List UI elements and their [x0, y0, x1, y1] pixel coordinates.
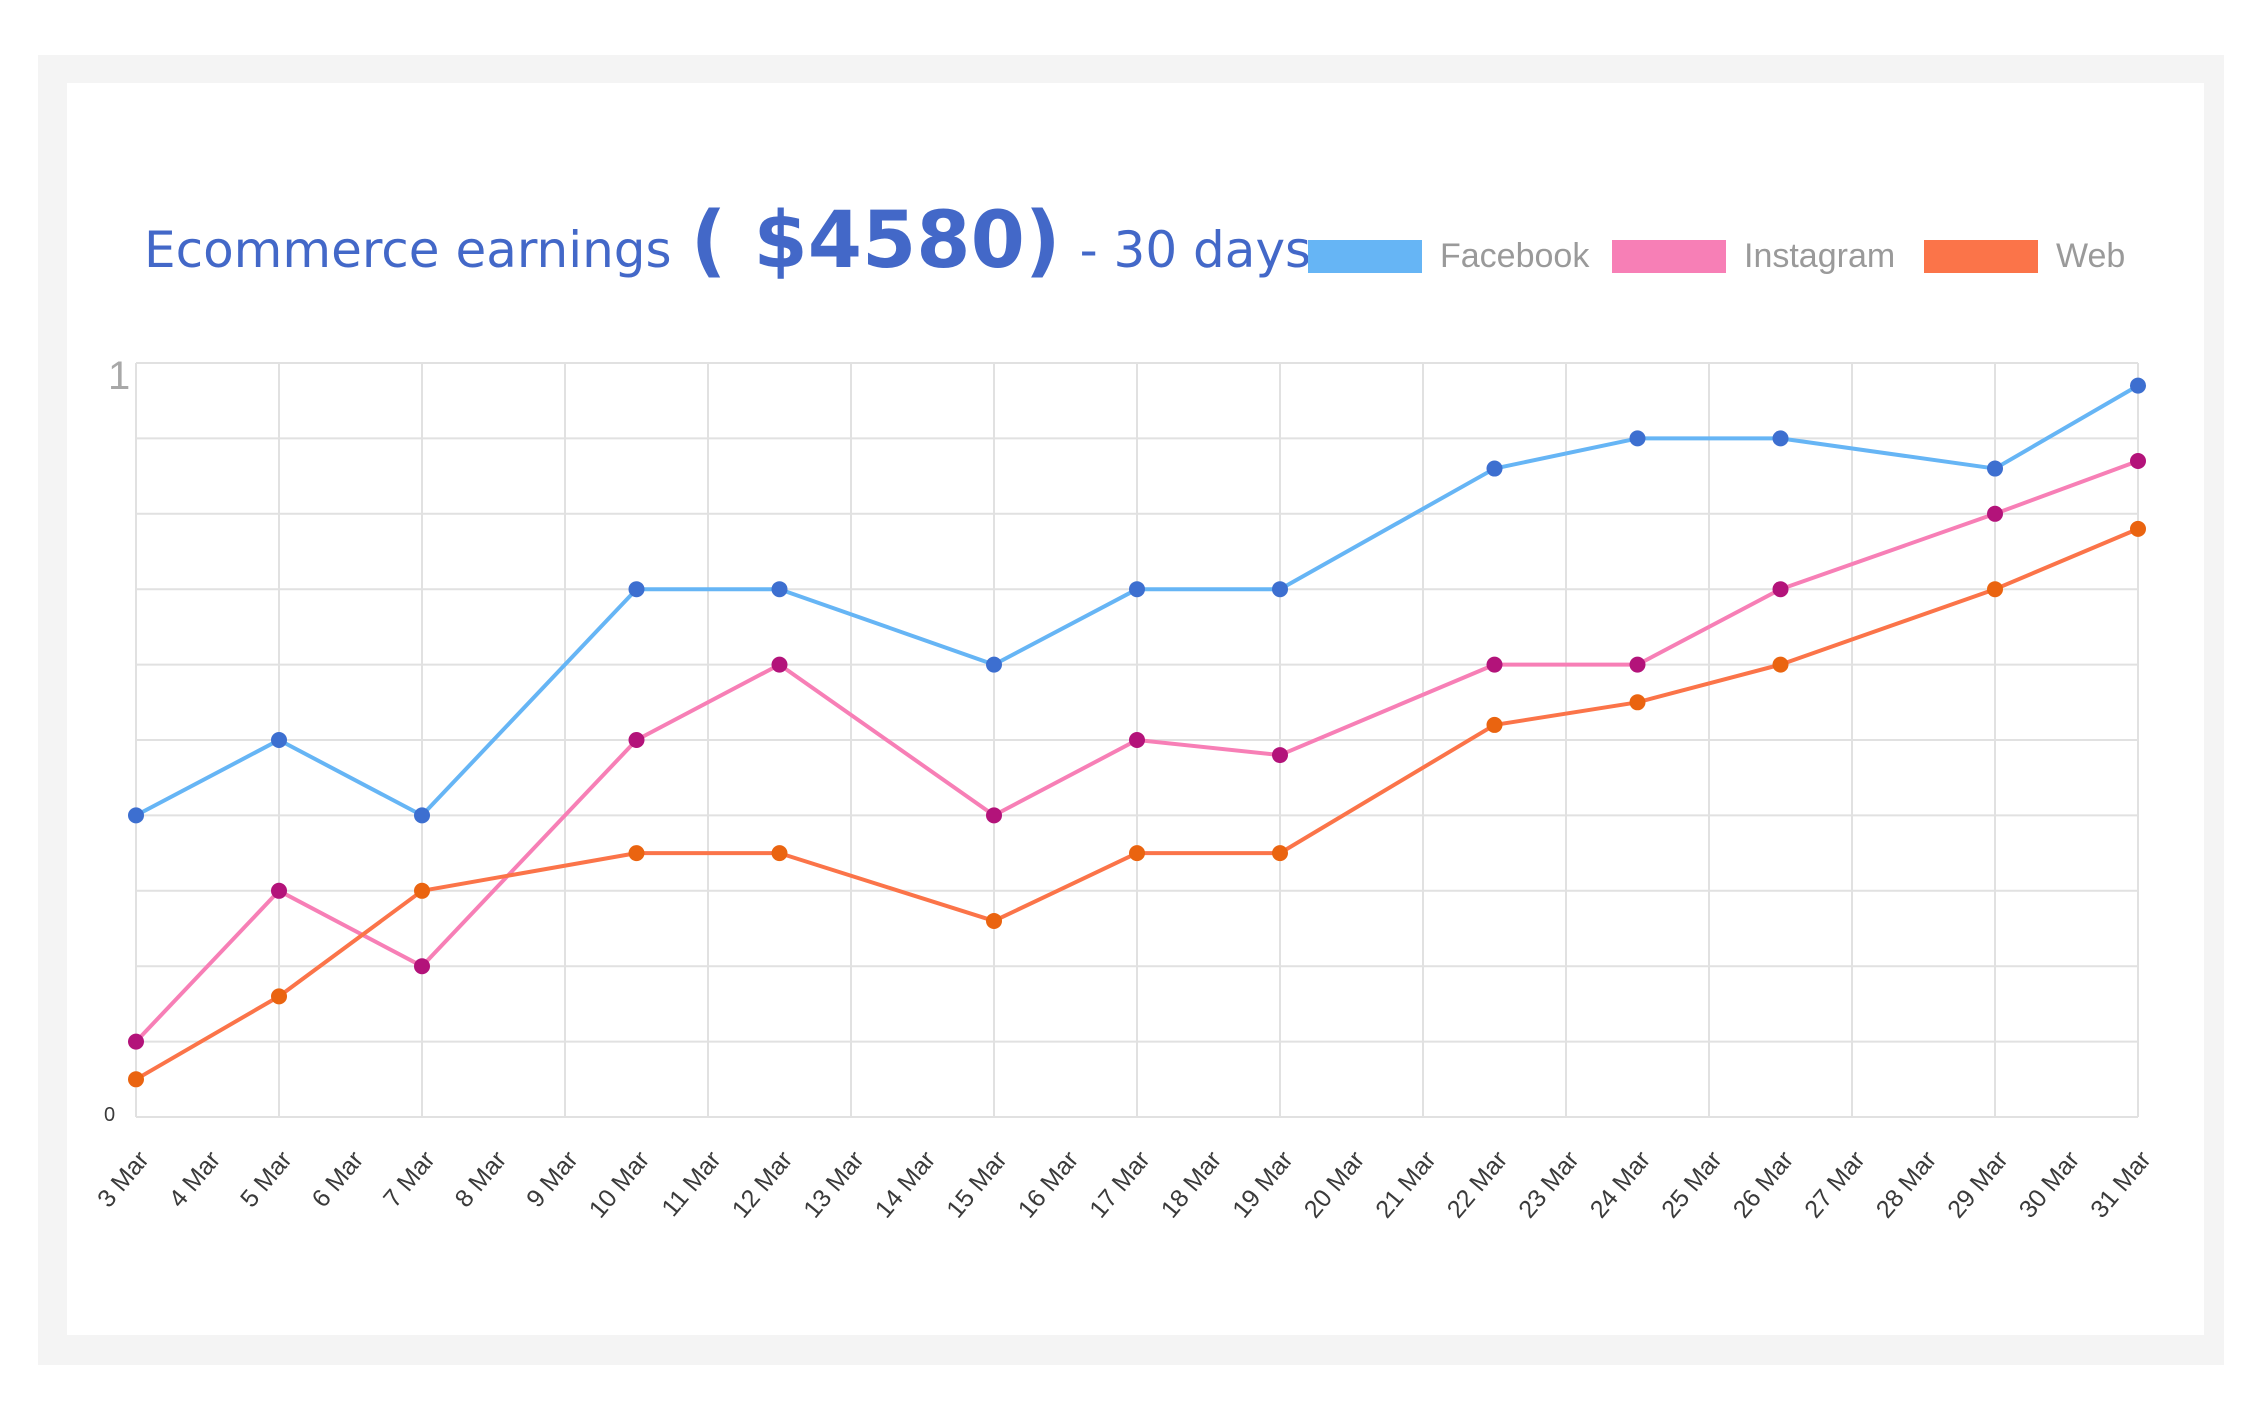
x-tick-label: 5 Mar	[235, 1146, 298, 1213]
data-point[interactable]	[271, 732, 287, 748]
data-point[interactable]	[1987, 505, 2003, 522]
data-point[interactable]	[1629, 430, 1646, 447]
x-tick-label: 3 Mar	[92, 1146, 155, 1213]
x-tick-label: 9 Mar	[521, 1146, 584, 1213]
chart-title-amount: ( $4580)	[691, 196, 1061, 286]
chart-title-main: Ecommerce earnings	[144, 221, 672, 279]
y-tick-label-top: 1	[108, 354, 130, 398]
data-point[interactable]	[771, 845, 788, 862]
x-tick-label: 27 Mar	[1799, 1146, 1870, 1224]
data-point[interactable]	[128, 1071, 144, 1088]
series-facebook	[128, 377, 2146, 824]
data-point[interactable]	[628, 732, 645, 748]
data-point[interactable]	[271, 882, 287, 899]
x-tick-label: 7 Mar	[378, 1146, 441, 1213]
x-tick-label: 4 Mar	[164, 1146, 227, 1213]
data-point[interactable]	[2130, 453, 2146, 470]
x-tick-label: 12 Mar	[727, 1146, 798, 1224]
legend-label: Web	[2056, 237, 2125, 275]
chart-title: Ecommerce earnings ( $4580) - 30 days	[144, 196, 1311, 286]
x-tick-label: 21 Mar	[1370, 1146, 1441, 1224]
x-tick-label: 16 Mar	[1013, 1146, 1084, 1224]
data-point[interactable]	[1129, 845, 1145, 862]
data-point[interactable]	[1486, 656, 1503, 673]
x-tick-label: 6 Mar	[307, 1146, 370, 1213]
x-tick-label: 24 Mar	[1585, 1146, 1656, 1224]
x-tick-label: 10 Mar	[584, 1146, 655, 1224]
data-point[interactable]	[628, 845, 645, 862]
x-tick-label: 14 Mar	[870, 1146, 941, 1224]
data-point[interactable]	[986, 912, 1002, 929]
x-tick-label: 28 Mar	[1871, 1146, 1942, 1224]
data-point[interactable]	[1629, 694, 1646, 711]
x-tick-label: 30 Mar	[2014, 1146, 2085, 1224]
x-tick-label: 18 Mar	[1156, 1146, 1227, 1224]
x-tick-label: 19 Mar	[1227, 1146, 1298, 1224]
x-tick-label: 13 Mar	[798, 1146, 869, 1224]
data-point[interactable]	[1129, 732, 1145, 748]
data-point[interactable]	[1272, 747, 1288, 764]
data-point[interactable]	[414, 807, 430, 824]
legend-label: Instagram	[1744, 237, 1895, 275]
data-point[interactable]	[1486, 716, 1503, 733]
chart-axis-labels: 1 0 3 Mar 4 Mar 5 Mar 6 Mar 7 Mar 8 Mar 9 Mar 1…	[92, 354, 2157, 1223]
data-point[interactable]	[1987, 460, 2003, 477]
data-point[interactable]	[2130, 520, 2146, 537]
data-point[interactable]	[128, 807, 144, 824]
data-point[interactable]	[414, 882, 430, 899]
data-point[interactable]	[1272, 845, 1288, 862]
x-tick-label: 17 Mar	[1084, 1146, 1155, 1224]
x-tick-label: 20 Mar	[1299, 1146, 1370, 1224]
data-point[interactable]	[1987, 581, 2003, 598]
x-tick-label: 25 Mar	[1656, 1146, 1727, 1224]
y-tick-label-bottom: 0	[104, 1104, 115, 1126]
data-point[interactable]	[2130, 377, 2146, 394]
data-point[interactable]	[628, 581, 645, 598]
chart-title-suffix: - 30 days	[1080, 221, 1311, 279]
data-point[interactable]	[986, 656, 1002, 673]
x-tick-label: 31 Mar	[2085, 1146, 2156, 1224]
x-tick-label: 8 Mar	[450, 1146, 513, 1213]
legend-item-web[interactable]: Web	[1924, 237, 2125, 275]
data-point[interactable]	[271, 988, 287, 1005]
data-point[interactable]	[1772, 430, 1789, 447]
data-point[interactable]	[414, 958, 430, 975]
data-point[interactable]	[1486, 460, 1503, 477]
data-point[interactable]	[986, 807, 1002, 824]
legend-label: Facebook	[1440, 237, 1590, 275]
data-point[interactable]	[771, 581, 788, 598]
legend-item-facebook[interactable]: Facebook	[1308, 237, 1590, 275]
chart-legend: Facebook Instagram Web	[1308, 237, 2125, 275]
data-point[interactable]	[1629, 656, 1646, 673]
chart-card	[67, 83, 2204, 1335]
data-point[interactable]	[1772, 581, 1789, 598]
series-web	[128, 520, 2146, 1088]
legend-item-instagram[interactable]: Instagram	[1612, 237, 1895, 275]
x-tick-label: 23 Mar	[1513, 1146, 1584, 1224]
x-tick-label: 22 Mar	[1442, 1146, 1513, 1224]
legend-swatch	[1924, 240, 2038, 273]
data-point[interactable]	[771, 656, 788, 673]
legend-swatch	[1308, 240, 1422, 273]
legend-swatch	[1612, 240, 1726, 273]
series-instagram	[128, 453, 2146, 1050]
data-point[interactable]	[1129, 581, 1145, 598]
x-tick-label: 15 Mar	[941, 1146, 1012, 1224]
chart-series	[128, 377, 2146, 1088]
x-tick-label: 11 Mar	[656, 1146, 726, 1222]
data-point[interactable]	[128, 1033, 144, 1050]
data-point[interactable]	[1772, 656, 1789, 673]
x-tick-label: 26 Mar	[1728, 1146, 1799, 1224]
data-point[interactable]	[1272, 581, 1288, 598]
x-tick-label: 29 Mar	[1942, 1146, 2013, 1224]
